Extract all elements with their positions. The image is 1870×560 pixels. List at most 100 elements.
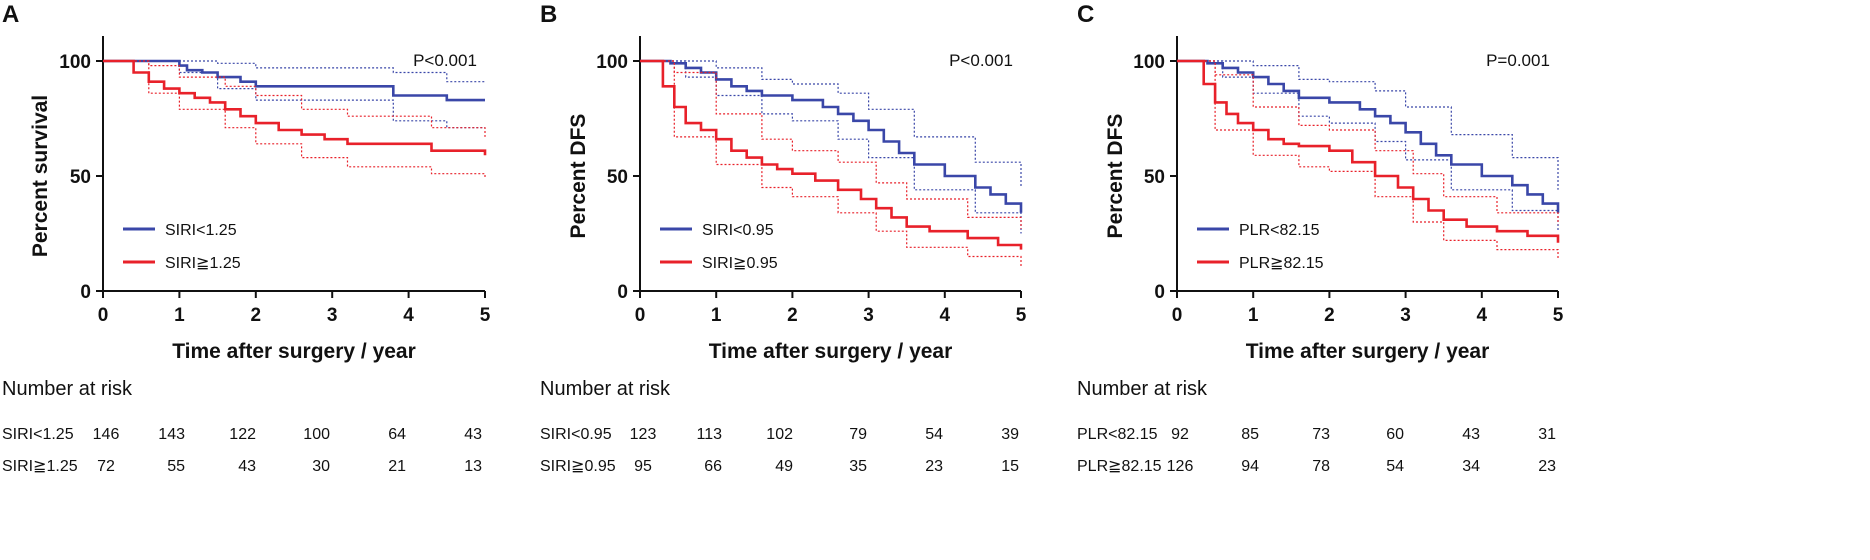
x-tick-label: 4 xyxy=(1477,305,1488,326)
risk-value: 102 xyxy=(766,426,793,443)
risk-row-label: SIRI≧1.25 xyxy=(2,458,78,475)
risk-row-label: SIRI≧0.95 xyxy=(540,458,616,475)
risk-value: 85 xyxy=(1241,426,1259,443)
y-tick-label: 100 xyxy=(1133,52,1165,73)
risk-value: 49 xyxy=(775,458,793,475)
survival-curve-high xyxy=(1177,59,1560,243)
risk-value: 31 xyxy=(1538,426,1556,443)
risk-value: 55 xyxy=(167,458,185,475)
x-tick-label: 2 xyxy=(251,305,262,326)
risk-value: 146 xyxy=(93,426,120,443)
ci-lower-line-high xyxy=(1177,60,1559,259)
x-axis-title: Time after surgery / year xyxy=(1246,340,1490,363)
x-tick-label: 5 xyxy=(1016,305,1027,326)
ci-upper-line-high xyxy=(1177,60,1559,225)
risk-value: 78 xyxy=(1312,458,1330,475)
risk-value: 35 xyxy=(849,458,867,475)
risk-value: 126 xyxy=(1167,458,1194,475)
risk-value: 21 xyxy=(388,458,406,475)
ci-upper-line-high xyxy=(640,60,1022,229)
risk-value: 15 xyxy=(1001,458,1019,475)
risk-value: 122 xyxy=(229,426,256,443)
risk-value: 72 xyxy=(97,458,115,475)
risk-value: 54 xyxy=(1386,458,1404,475)
x-tick-label: 5 xyxy=(1553,305,1564,326)
x-tick-label: 0 xyxy=(98,305,109,326)
x-tick-label: 3 xyxy=(863,305,874,326)
survival-curve-low xyxy=(640,59,1023,213)
x-tick-label: 5 xyxy=(480,305,491,326)
x-axis-title: Time after surgery / year xyxy=(709,340,953,363)
y-tick-label: 0 xyxy=(1154,282,1165,303)
y-axis-title: Percent DFS xyxy=(1104,114,1127,239)
risk-value: 79 xyxy=(849,426,867,443)
ci-upper-line-low xyxy=(640,60,1022,188)
x-tick-label: 2 xyxy=(1324,305,1335,326)
panel-label: B xyxy=(540,1,557,28)
risk-table-title: Number at risk xyxy=(1077,378,1208,400)
risk-value: 43 xyxy=(464,426,482,443)
x-tick-label: 4 xyxy=(403,305,414,326)
ci-upper-line-low xyxy=(103,60,485,83)
survival-curve-high xyxy=(640,59,1023,250)
ci-lower-line-high xyxy=(103,60,486,179)
x-tick-label: 1 xyxy=(711,305,722,326)
ci-lower-line-low xyxy=(1177,60,1559,232)
x-tick-label: 1 xyxy=(1248,305,1259,326)
risk-value: 143 xyxy=(158,426,185,443)
y-axis-title: Percent survival xyxy=(29,95,52,257)
risk-value: 60 xyxy=(1386,426,1404,443)
risk-value: 39 xyxy=(1001,426,1019,443)
x-axis-title: Time after surgery / year xyxy=(172,340,416,363)
legend-label: SIRI≧0.95 xyxy=(702,255,778,272)
survival-curve-low xyxy=(103,59,485,102)
risk-value: 54 xyxy=(925,426,943,443)
y-tick-label: 0 xyxy=(617,282,628,303)
risk-value: 43 xyxy=(238,458,256,475)
p-value: P<0.001 xyxy=(413,51,477,70)
legend-label: PLR≧82.15 xyxy=(1239,255,1324,272)
survival-curve-low xyxy=(1177,59,1560,213)
y-tick-label: 100 xyxy=(596,52,628,73)
y-tick-label: 50 xyxy=(607,167,628,188)
risk-value: 43 xyxy=(1462,426,1480,443)
p-value: P<0.001 xyxy=(949,51,1013,70)
p-value: P=0.001 xyxy=(1486,51,1550,70)
risk-value: 94 xyxy=(1241,458,1259,475)
y-tick-label: 100 xyxy=(59,52,91,73)
survival-curve-high xyxy=(103,59,487,156)
y-axis-title: Percent DFS xyxy=(567,114,590,239)
risk-value: 73 xyxy=(1312,426,1330,443)
risk-value: 92 xyxy=(1171,426,1189,443)
risk-value: 100 xyxy=(303,426,330,443)
risk-value: 113 xyxy=(696,426,722,443)
risk-value: 13 xyxy=(464,458,482,475)
x-tick-label: 2 xyxy=(787,305,798,326)
y-tick-label: 0 xyxy=(80,282,91,303)
risk-value: 66 xyxy=(704,458,722,475)
risk-table-title: Number at risk xyxy=(2,378,133,400)
risk-table-title: Number at risk xyxy=(540,378,671,400)
risk-value: 95 xyxy=(634,458,652,475)
risk-row-label: PLR<82.15 xyxy=(1077,426,1158,443)
panel-label: A xyxy=(2,1,19,28)
y-tick-label: 50 xyxy=(70,167,91,188)
panel-a: A 0 50 100 0 1 2 3 4 5 Time after surgery / year Pe… xyxy=(2,1,491,475)
x-tick-label: 1 xyxy=(174,305,185,326)
ci-lower-line-low xyxy=(640,60,1022,234)
risk-row-label: SIRI<1.25 xyxy=(2,426,74,443)
risk-value: 30 xyxy=(312,458,330,475)
x-tick-label: 0 xyxy=(1172,305,1183,326)
ci-lower-line-high xyxy=(640,60,1022,268)
legend-label: PLR<82.15 xyxy=(1239,222,1320,239)
x-tick-label: 4 xyxy=(940,305,951,326)
risk-value: 123 xyxy=(630,426,657,443)
risk-value: 23 xyxy=(1538,458,1556,475)
legend-label: SIRI<0.95 xyxy=(702,222,774,239)
risk-value: 23 xyxy=(925,458,943,475)
ci-upper-line-low xyxy=(1177,60,1559,190)
panel-label: C xyxy=(1077,1,1094,28)
